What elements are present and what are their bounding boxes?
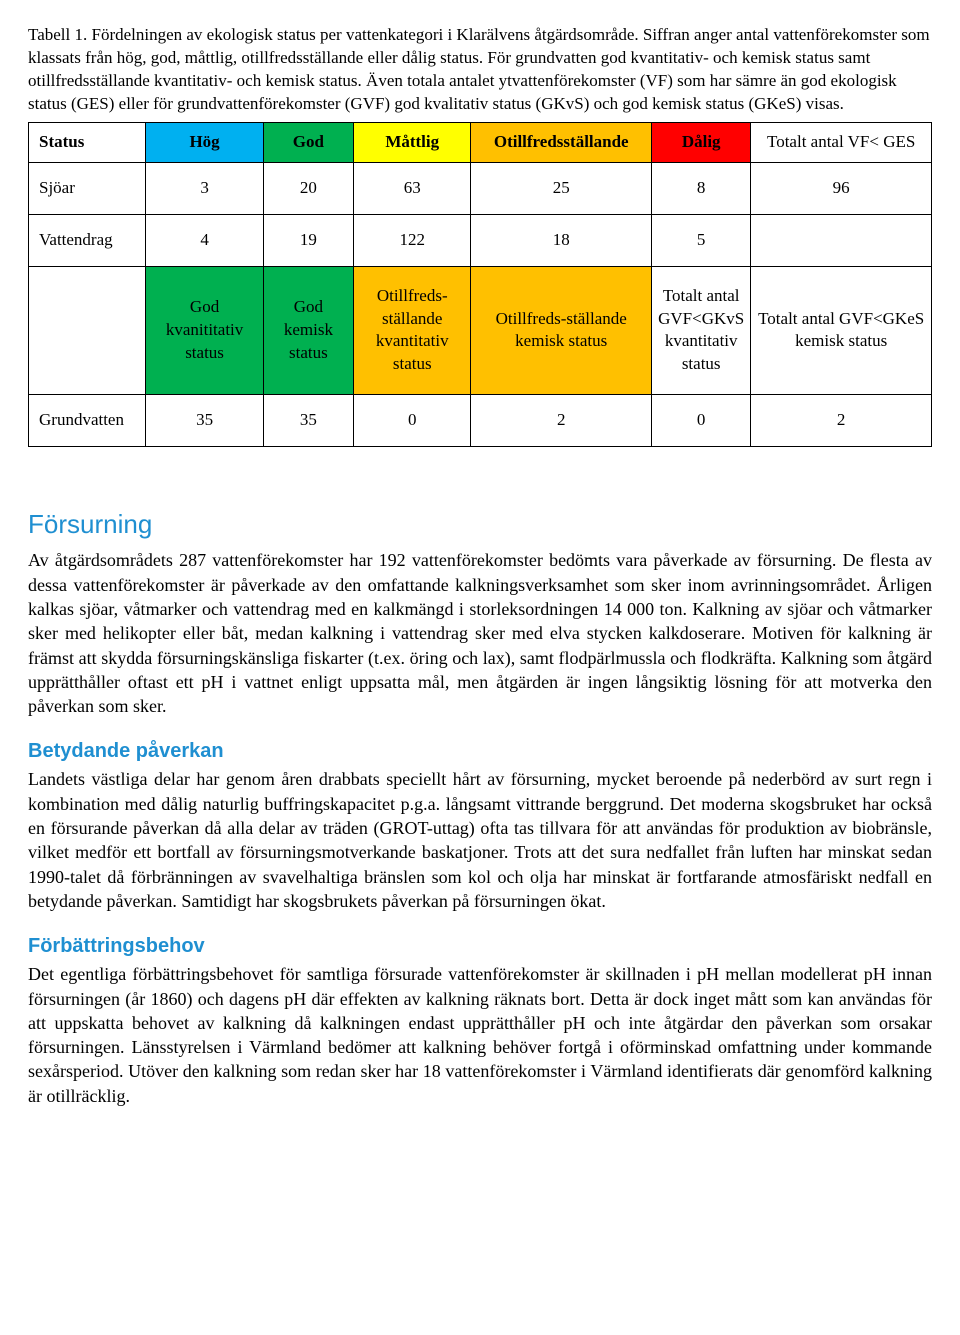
subhead: Otillfreds-ställande kemisk status: [471, 266, 652, 395]
cell: 0: [652, 395, 751, 447]
col-hog: Hög: [146, 122, 263, 162]
subhead: Totalt antal GVF<GKeS kemisk status: [751, 266, 932, 395]
cell: 20: [263, 162, 353, 214]
table-caption: Tabell 1. Fördelningen av ekologisk stat…: [28, 24, 932, 116]
subhead: Totalt antal GVF<GKvS kvantitativ status: [652, 266, 751, 395]
col-dalig: Dålig: [652, 122, 751, 162]
cell: 35: [263, 395, 353, 447]
cell: 96: [751, 162, 932, 214]
table-row: Vattendrag 4 19 122 18 5: [29, 214, 932, 266]
subhead: God kvanititativ status: [146, 266, 263, 395]
col-mattlig: Måttlig: [354, 122, 471, 162]
table-header-row: Status Hög God Måttlig Otillfredsställan…: [29, 122, 932, 162]
heading-forsurning: Försurning: [28, 507, 932, 542]
table-row: Grundvatten 35 35 0 2 0 2: [29, 395, 932, 447]
cell: 18: [471, 214, 652, 266]
cell: 8: [652, 162, 751, 214]
cell: 3: [146, 162, 263, 214]
heading-betydande: Betydande påverkan: [28, 738, 932, 765]
col-status: Status: [29, 122, 146, 162]
subhead: God kemisk status: [263, 266, 353, 395]
cell: 0: [354, 395, 471, 447]
heading-forbattring: Förbättringsbehov: [28, 933, 932, 960]
cell: 5: [652, 214, 751, 266]
cell: 4: [146, 214, 263, 266]
empty-cell: [29, 266, 146, 395]
paragraph: Landets västliga delar har genom åren dr…: [28, 767, 932, 913]
subhead: Otillfreds-ställande kvantitativ status: [354, 266, 471, 395]
cell: 122: [354, 214, 471, 266]
cell: [751, 214, 932, 266]
cell: 19: [263, 214, 353, 266]
table-row: Sjöar 3 20 63 25 8 96: [29, 162, 932, 214]
row-label: Grundvatten: [29, 395, 146, 447]
cell: 2: [471, 395, 652, 447]
row-label: Vattendrag: [29, 214, 146, 266]
col-god: God: [263, 122, 353, 162]
col-total: Totalt antal VF< GES: [751, 122, 932, 162]
paragraph: Av åtgärdsområdets 287 vattenförekomster…: [28, 548, 932, 718]
cell: 25: [471, 162, 652, 214]
paragraph: Det egentliga förbättringsbehovet för sa…: [28, 962, 932, 1108]
status-table: Status Hög God Måttlig Otillfredsställan…: [28, 122, 932, 448]
row-label: Sjöar: [29, 162, 146, 214]
cell: 63: [354, 162, 471, 214]
col-otillf: Otillfredsställande: [471, 122, 652, 162]
table-subheader-row: God kvanititativ status God kemisk statu…: [29, 266, 932, 395]
cell: 35: [146, 395, 263, 447]
cell: 2: [751, 395, 932, 447]
